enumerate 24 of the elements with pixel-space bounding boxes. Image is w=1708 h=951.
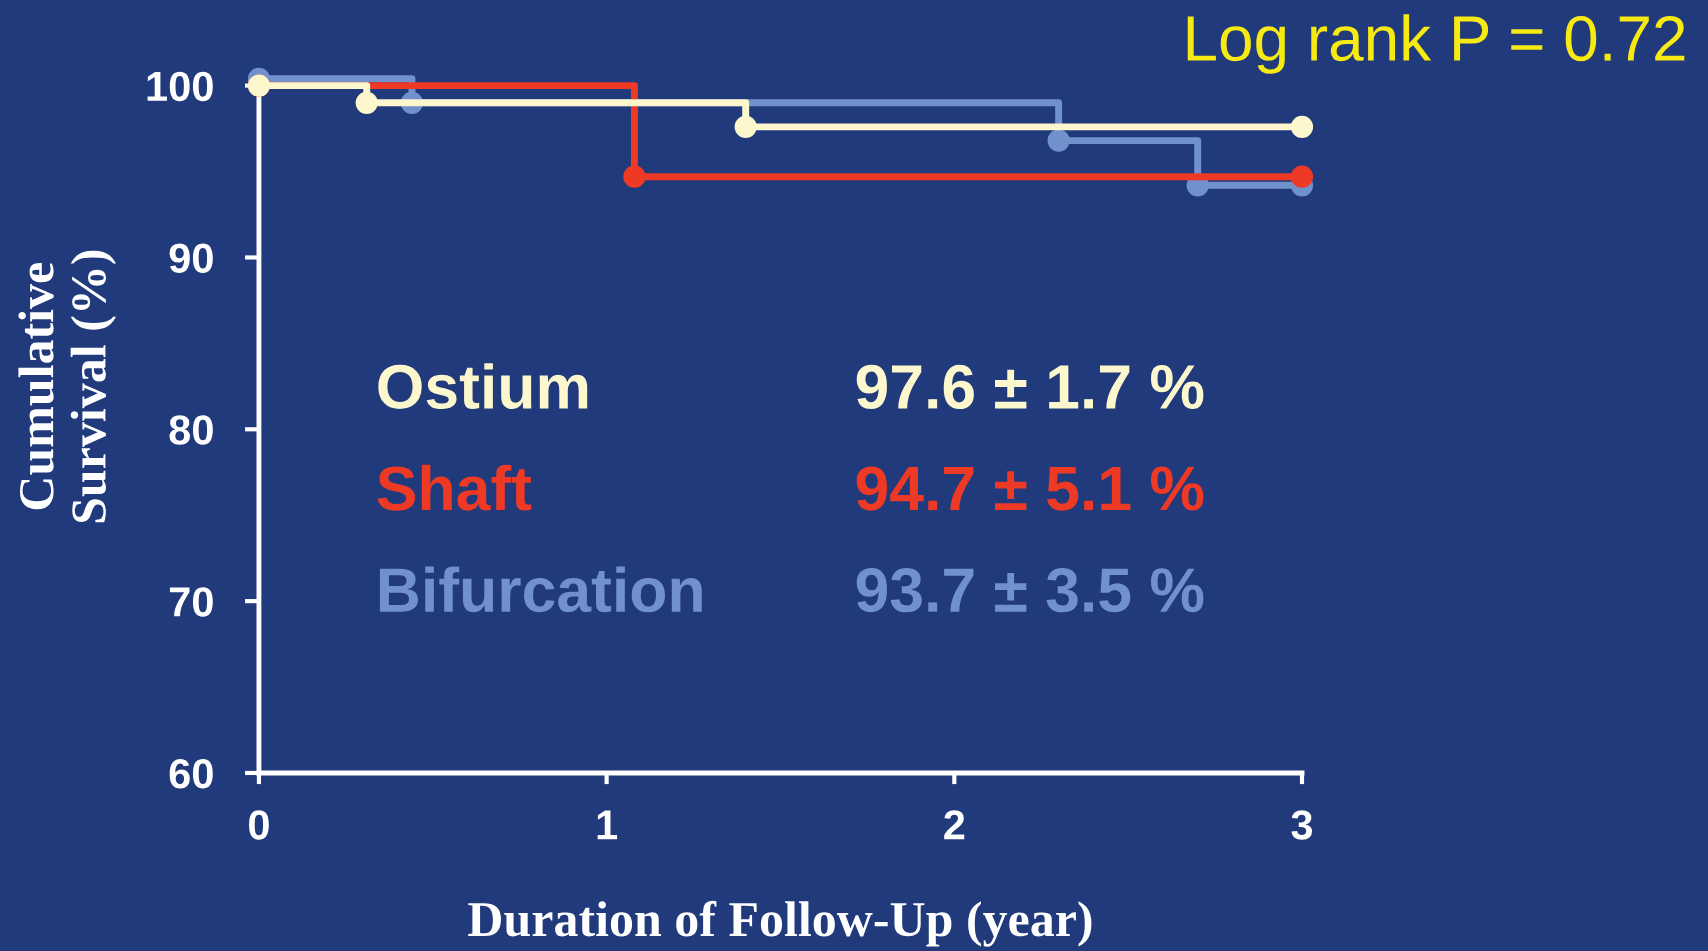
- annotation: 97.6 ± 1.7 %: [856, 364, 1204, 410]
- point: [1290, 115, 1314, 138]
- x-tick-label: 0: [248, 810, 269, 840]
- x-tick-label: 1: [597, 810, 618, 840]
- annotation: 93.7 ± 3.5 %: [856, 568, 1204, 613]
- x-axis-title: Duration of Follow-Up (year): [468, 900, 1092, 947]
- y-tick-label: 70: [169, 587, 213, 617]
- annotation: 94.7 ± 5.1 %: [856, 466, 1204, 511]
- y-tick-label: 80: [169, 415, 213, 445]
- x-tick-label: 2: [944, 810, 965, 840]
- y-tick-label: 90: [169, 243, 213, 273]
- text: Ostium: [378, 363, 588, 410]
- y-axis-title: Cumulative Survival (%): [18, 250, 117, 523]
- point: [734, 115, 757, 138]
- text: Bifurcation: [379, 566, 702, 613]
- text: Shaft: [377, 464, 532, 511]
- point: [1047, 129, 1070, 152]
- text: Log rank P = 0.72: [1187, 14, 1685, 74]
- y-tick-label: 60: [169, 758, 213, 789]
- x-tick-label: 3: [1291, 810, 1313, 840]
- point: [623, 165, 646, 188]
- point: [355, 91, 378, 114]
- point: [1290, 165, 1314, 188]
- y-tick-label: 100: [147, 71, 213, 102]
